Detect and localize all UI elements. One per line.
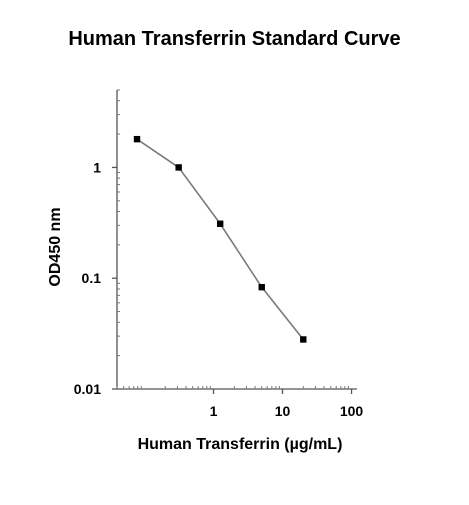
series-line-segment bbox=[261, 286, 304, 340]
y-tick-label: 0.1 bbox=[82, 270, 102, 286]
series-line-segment bbox=[136, 138, 180, 169]
y-tick-label: 1 bbox=[93, 159, 101, 175]
x-axis-label: Human Transferrin (µg/mL) bbox=[137, 436, 343, 453]
y-tick-label: 0.01 bbox=[74, 381, 101, 397]
data-point bbox=[216, 220, 224, 227]
series-line-segment bbox=[178, 166, 221, 225]
x-tick-label: 1 bbox=[210, 403, 218, 419]
data-point bbox=[133, 135, 141, 143]
data-point bbox=[258, 283, 265, 291]
data-point bbox=[175, 164, 182, 171]
series-line-segment bbox=[219, 223, 263, 288]
data-point bbox=[300, 336, 307, 343]
x-tick-label: 100 bbox=[340, 403, 364, 419]
x-tick-label: 10 bbox=[275, 403, 291, 419]
chart-title: Human Transferrin Standard Curve bbox=[68, 28, 401, 50]
